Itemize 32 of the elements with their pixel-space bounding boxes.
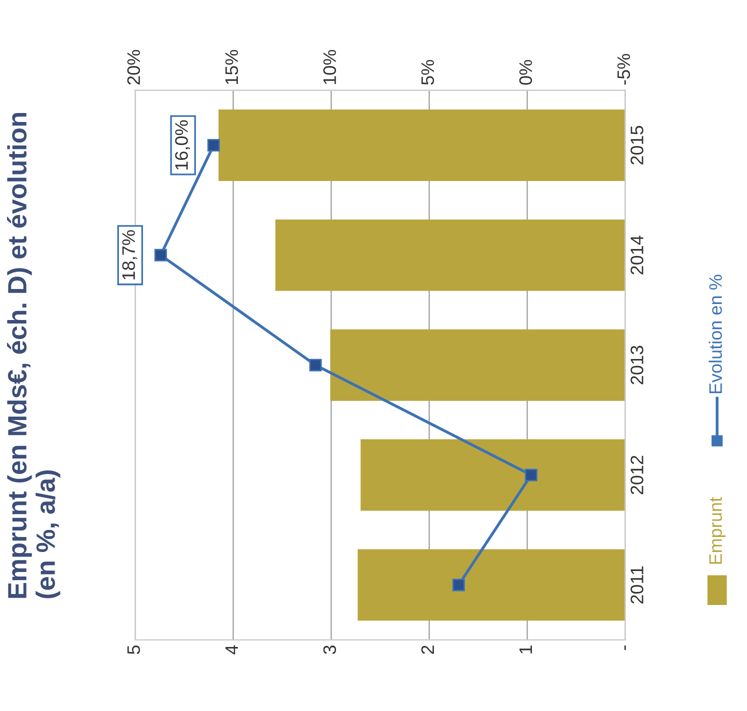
x2-tick-label: 10% <box>323 50 336 84</box>
y-tick-label: 2015 <box>630 126 644 164</box>
text: Evolution en % <box>708 274 722 394</box>
point <box>207 139 220 152</box>
data-label: 18,7% <box>122 230 138 280</box>
data-label: 16,0% <box>175 120 190 170</box>
bar <box>358 549 626 621</box>
bar <box>330 329 626 401</box>
x-tick-label: 4 <box>225 645 238 654</box>
text: Emprunt (en Mds€, éch. D) et évolution (en %, a/a) <box>6 113 60 598</box>
x-tick-label: - <box>624 646 626 650</box>
point <box>524 468 538 482</box>
text: Emprunt <box>709 497 726 564</box>
bar <box>360 439 626 511</box>
x2-tick-label: -5% <box>617 54 630 85</box>
y-tick-label: 2012 <box>630 456 644 494</box>
x2-tick-label: 15% <box>225 50 238 84</box>
x2-tick-label: 20% <box>127 50 140 85</box>
x2-tick-label: 5% <box>421 60 434 85</box>
y-tick-label: 2014 <box>630 236 644 274</box>
x-tick-label: 3 <box>323 646 336 654</box>
y-tick-label: 2013 <box>630 346 644 384</box>
bar <box>218 110 626 181</box>
point <box>154 248 167 262</box>
x-tick-label: 5 <box>127 646 140 654</box>
x-tick-label: 2 <box>421 646 434 654</box>
point <box>309 358 322 372</box>
y-tick-label: 2011 <box>630 566 644 604</box>
point <box>452 578 465 592</box>
bar <box>275 219 626 291</box>
x2-tick-label: 0% <box>519 60 532 85</box>
x-tick-label: 1 <box>519 646 532 654</box>
